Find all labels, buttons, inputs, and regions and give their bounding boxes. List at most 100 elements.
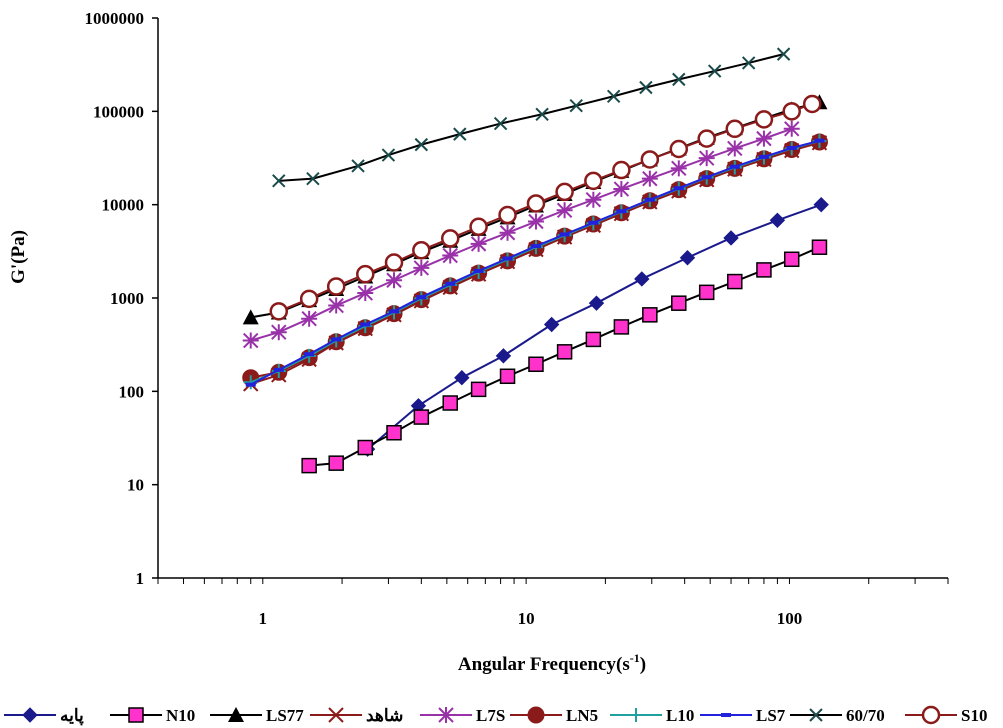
data-point (612, 160, 631, 180)
legend-item: پایه (4, 706, 84, 726)
legend-label: N10 (166, 706, 195, 725)
data-point (698, 284, 715, 301)
data-point (299, 289, 319, 309)
data-point (413, 409, 430, 425)
data-point (606, 89, 621, 103)
data-point (386, 272, 403, 289)
data-point (470, 235, 487, 252)
legend-label: LN5 (566, 706, 598, 725)
data-point (357, 285, 374, 302)
data-point (360, 322, 371, 327)
data-point (556, 344, 573, 360)
series-5 (242, 120, 800, 349)
series-6 (242, 133, 828, 387)
data-point (588, 295, 605, 311)
legend-marker (438, 707, 454, 723)
legend-label: LS77 (266, 706, 304, 725)
data-point (613, 181, 630, 198)
legend-marker (721, 713, 731, 717)
data-point (723, 230, 739, 246)
series-1 (359, 196, 829, 457)
data-point (445, 281, 456, 286)
legend-marker (128, 707, 144, 723)
data-point (356, 264, 375, 284)
x-tick-label: 100 (777, 609, 803, 628)
legend-marker (629, 708, 643, 722)
data-point (270, 324, 287, 341)
data-point (673, 186, 684, 191)
data-point (306, 171, 320, 186)
data-point (559, 232, 570, 237)
data-point (802, 94, 822, 114)
data-point (242, 332, 259, 349)
legend-item: شاهد (310, 706, 403, 725)
data-point (556, 202, 573, 219)
data-point (413, 259, 430, 276)
legend-marker (809, 708, 823, 722)
legend-item: LN5 (510, 706, 598, 725)
data-point (786, 145, 797, 150)
legend-item: L10 (610, 706, 694, 725)
legend-label: 60/70 (846, 706, 885, 725)
data-point (585, 191, 602, 208)
y-tick-label: 100000 (93, 102, 144, 121)
legend-item: S10 (905, 705, 987, 725)
data-point (640, 150, 660, 169)
data-point (729, 164, 740, 169)
legend-label: L10 (666, 706, 694, 725)
y-tick-label: 1000000 (85, 9, 145, 28)
data-point (414, 137, 429, 152)
data-point (543, 316, 560, 333)
data-point (493, 116, 508, 131)
y-tick-label: 10000 (102, 196, 145, 215)
data-point (384, 253, 404, 272)
data-point (273, 367, 284, 372)
data-point (328, 455, 344, 471)
data-point (756, 262, 772, 278)
x-axis-title: Angular Frequency(s-1) (458, 651, 646, 675)
data-point (588, 220, 599, 225)
data-point (442, 395, 458, 411)
data-point (701, 175, 712, 180)
legend-label: پایه (60, 706, 84, 726)
y-tick-label: 1000 (110, 289, 144, 308)
data-point (389, 309, 400, 314)
data-point (670, 160, 687, 177)
data-point (469, 217, 488, 236)
data-point (776, 47, 791, 61)
data-point (555, 182, 574, 202)
data-point (727, 273, 743, 290)
data-point (585, 331, 602, 348)
series-line (366, 203, 822, 450)
data-point (769, 212, 786, 229)
x-axis-title-sup: -1 (630, 651, 640, 665)
data-point (569, 98, 583, 113)
data-point (502, 256, 513, 261)
data-point (641, 170, 658, 187)
data-point (669, 139, 689, 159)
legend-marker (328, 707, 344, 723)
data-point (386, 424, 402, 441)
data-point (613, 319, 630, 335)
data-point (672, 72, 686, 87)
data-point (616, 209, 627, 214)
data-point (453, 127, 467, 141)
legend-item: LS77 (210, 706, 304, 725)
data-point (639, 80, 653, 95)
data-point (535, 107, 549, 121)
legend-label: L7S (476, 706, 505, 725)
data-point (697, 129, 716, 148)
data-point (470, 381, 487, 398)
data-point (741, 56, 756, 70)
data-point (530, 244, 541, 249)
data-point (269, 302, 289, 321)
data-point (495, 348, 512, 364)
series-layer (242, 47, 829, 474)
data-point (499, 224, 516, 241)
y-tick-label: 100 (119, 382, 145, 401)
legend-label: شاهد (366, 706, 403, 725)
data-point (245, 382, 256, 387)
x-axis-ticks: 1 10 100 (157, 578, 949, 628)
data-point (634, 271, 650, 287)
legend-label: LS7 (756, 706, 786, 725)
